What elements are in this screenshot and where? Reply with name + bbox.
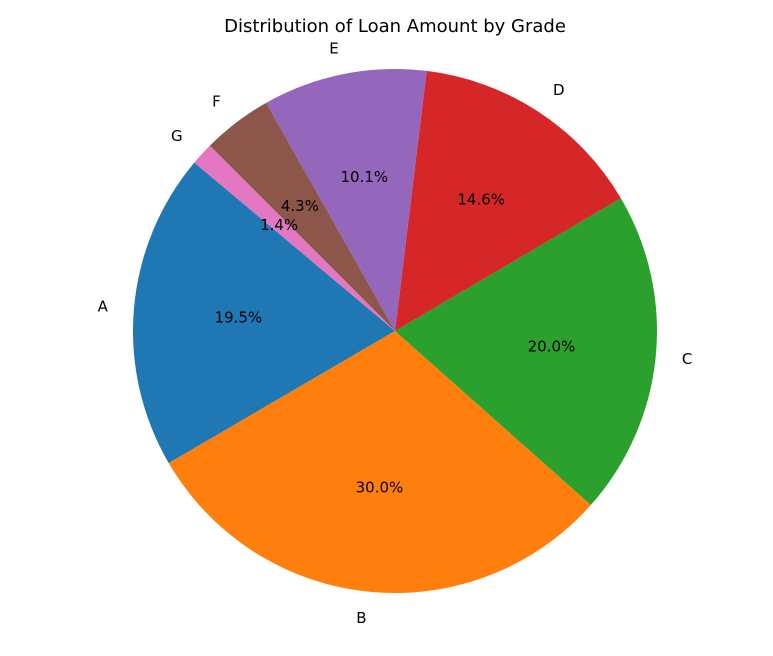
pie-slice-b — [168, 331, 591, 594]
category-label-a: A — [98, 298, 109, 316]
pie-slice-g — [194, 145, 395, 331]
category-label-c: C — [682, 350, 692, 368]
category-label-e: E — [329, 39, 338, 57]
pie-slice-c — [395, 198, 657, 506]
category-label-d: D — [553, 81, 565, 99]
pie-slice-f — [209, 102, 395, 331]
category-label-b: B — [356, 609, 366, 627]
percent-label-d: 14.6% — [457, 191, 505, 209]
percent-labels: 19.5% 30.0% 20.0% 14.6% 10.1% 4.3%1.4% — [215, 168, 576, 497]
percent-label-g: 1.4% — [260, 216, 298, 234]
pie-slices — [133, 69, 657, 594]
category-label-f: F — [212, 92, 221, 110]
percent-label-a: 19.5% — [215, 309, 263, 327]
percent-label-b: 30.0% — [356, 478, 404, 496]
pie-slice-d — [395, 70, 621, 332]
category-labels: A B C D E F G — [98, 39, 693, 626]
percent-label-c: 20.0% — [528, 337, 576, 355]
percent-label-f: 4.3% — [281, 197, 319, 215]
chart-title: Distribution of Loan Amount by Grade — [224, 16, 566, 37]
pie-slice-a — [133, 162, 395, 464]
percent-label-e: 10.1% — [340, 168, 388, 186]
category-label-g: G — [171, 127, 183, 145]
pie-slice-e — [266, 69, 427, 331]
